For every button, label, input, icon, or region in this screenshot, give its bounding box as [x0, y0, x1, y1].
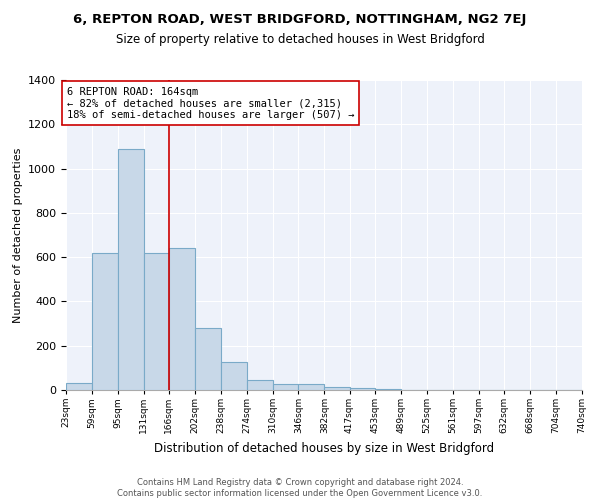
Bar: [92, 252, 118, 390]
Text: Size of property relative to detached houses in West Bridgford: Size of property relative to detached ho…: [116, 32, 484, 46]
Bar: [298, 384, 325, 390]
Bar: [221, 362, 247, 390]
Bar: [247, 380, 272, 390]
Bar: [350, 388, 376, 390]
Text: Contains HM Land Registry data © Crown copyright and database right 2024.
Contai: Contains HM Land Registry data © Crown c…: [118, 478, 482, 498]
Bar: [272, 384, 298, 390]
Text: 6, REPTON ROAD, WEST BRIDGFORD, NOTTINGHAM, NG2 7EJ: 6, REPTON ROAD, WEST BRIDGFORD, NOTTINGH…: [73, 12, 527, 26]
X-axis label: Distribution of detached houses by size in West Bridgford: Distribution of detached houses by size …: [154, 442, 494, 454]
Text: 6 REPTON ROAD: 164sqm
← 82% of detached houses are smaller (2,315)
18% of semi-d: 6 REPTON ROAD: 164sqm ← 82% of detached …: [67, 86, 354, 120]
Bar: [66, 384, 92, 390]
Bar: [144, 252, 169, 390]
Y-axis label: Number of detached properties: Number of detached properties: [13, 148, 23, 322]
Bar: [118, 148, 144, 390]
Bar: [325, 386, 350, 390]
Bar: [169, 248, 195, 390]
Bar: [195, 328, 221, 390]
